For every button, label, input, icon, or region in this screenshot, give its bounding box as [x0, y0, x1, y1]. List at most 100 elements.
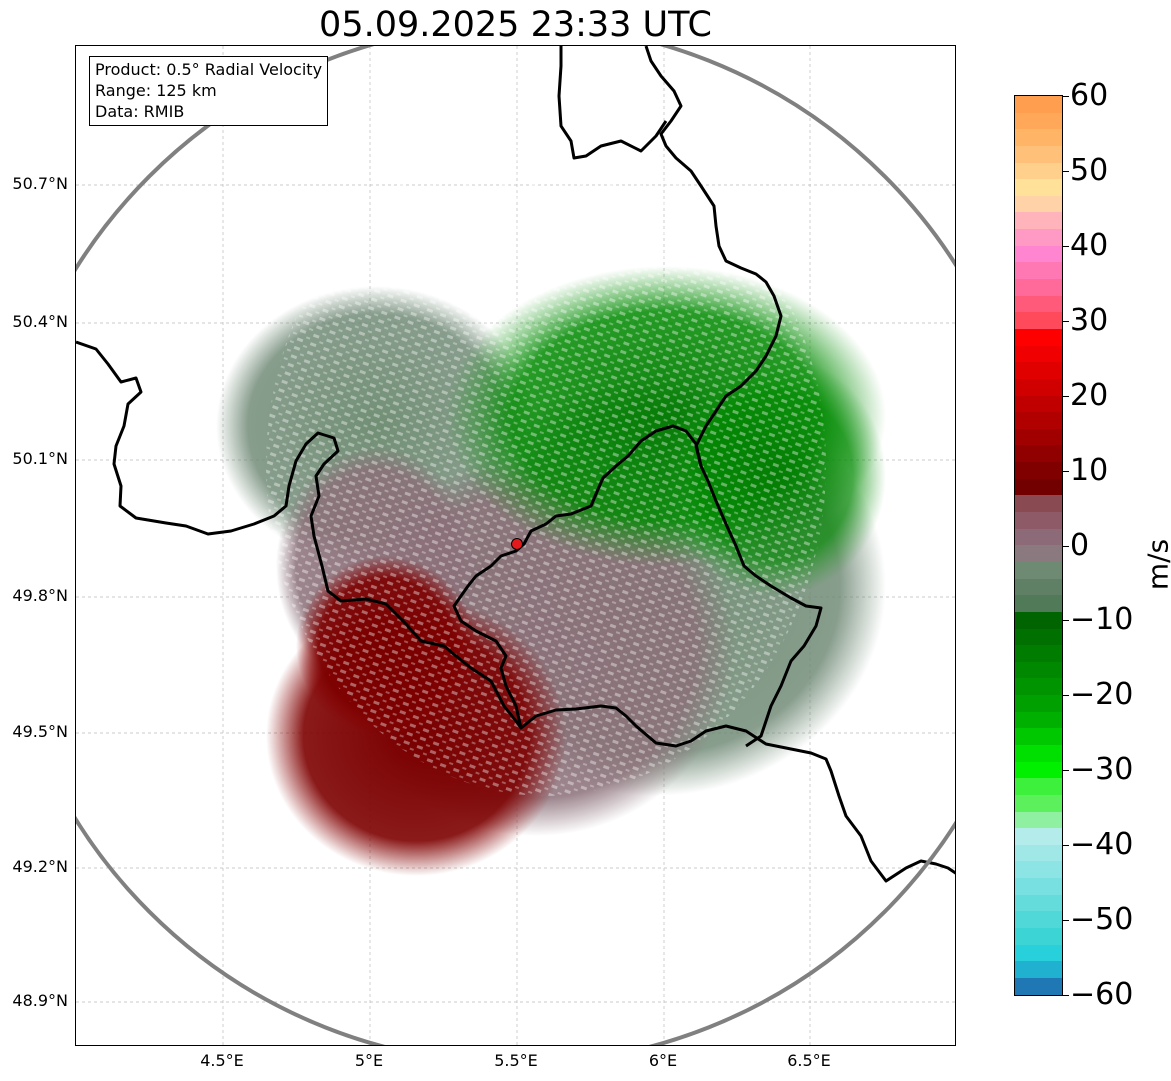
- colorbar-segment: [1015, 195, 1062, 213]
- colorbar-tick-label: −20: [1070, 677, 1134, 713]
- colorbar-tick-label: 30: [1070, 302, 1109, 338]
- colorbar-segment: [1015, 977, 1062, 995]
- colorbar-segment: [1015, 112, 1062, 130]
- colorbar-tick: [1062, 545, 1069, 547]
- colorbar-segment: [1015, 545, 1062, 562]
- colorbar-tick-label: 10: [1070, 452, 1109, 488]
- colorbar-segment: [1015, 728, 1062, 745]
- colorbar-tick-label: −60: [1070, 977, 1134, 1012]
- colorbar-segment: [1015, 894, 1062, 912]
- radar-site-marker: [511, 538, 523, 550]
- colorbar-segment: [1015, 778, 1062, 795]
- product-info-box: Product: 0.5° Radial Velocity Range: 125…: [89, 56, 329, 126]
- range-label: Range: 125 km: [95, 81, 217, 100]
- colorbar-segment: [1015, 794, 1062, 812]
- lat-tick-label: 49.5°N: [12, 722, 68, 741]
- colorbar-tick-label: 60: [1070, 78, 1109, 113]
- colorbar-tick: [1062, 170, 1069, 172]
- colorbar-segment: [1015, 445, 1062, 463]
- colorbar-segment: [1015, 262, 1062, 280]
- colorbar-segment: [1015, 645, 1062, 662]
- colorbar-segment: [1015, 661, 1062, 679]
- colorbar-segment: [1015, 761, 1062, 779]
- colorbar-segment: [1015, 911, 1062, 929]
- lon-tick-label: 6.5°E: [787, 1051, 831, 1070]
- colorbar-segment: [1015, 462, 1062, 479]
- colorbar-segment: [1015, 378, 1062, 396]
- colorbar-segment: [1015, 428, 1062, 446]
- colorbar-segment: [1015, 295, 1062, 313]
- product-label: Product: 0.5° Radial Velocity: [95, 60, 323, 79]
- lon-tick-label: 5°E: [354, 1051, 384, 1070]
- colorbar-tick-label: −40: [1070, 827, 1134, 863]
- colorbar-segment: [1015, 828, 1062, 845]
- colorbar-segment: [1015, 695, 1062, 712]
- colorbar-tick: [1062, 245, 1069, 247]
- colorbar-tick: [1062, 695, 1069, 697]
- colorbar-segment: [1015, 528, 1062, 546]
- lat-tick-label: 50.1°N: [12, 449, 68, 468]
- colorbar-segment: [1015, 578, 1062, 596]
- lat-tick-label: 49.8°N: [12, 586, 68, 605]
- colorbar-segment: [1015, 328, 1062, 346]
- colorbar-tick: [1062, 995, 1069, 996]
- colorbar-unit-label: m/s: [1141, 538, 1171, 591]
- colorbar-tick-label: 0: [1070, 527, 1090, 563]
- colorbar-segment: [1015, 961, 1062, 978]
- colorbar-tick-label: 20: [1070, 377, 1109, 413]
- colorbar-segment: [1015, 944, 1062, 962]
- data-source-label: Data: RMIB: [95, 102, 185, 121]
- colorbar-tick: [1062, 395, 1069, 397]
- radar-map-svg: [76, 46, 955, 1045]
- colorbar-segment: [1015, 628, 1062, 646]
- colorbar-segment: [1015, 412, 1062, 429]
- colorbar-segment: [1015, 478, 1062, 496]
- lon-tick-label: 6°E: [648, 1051, 678, 1070]
- colorbar-segment: [1015, 512, 1062, 529]
- colorbar-tick-label: −10: [1070, 602, 1134, 638]
- radar-map[interactable]: Product: 0.5° Radial Velocity Range: 125…: [75, 45, 956, 1046]
- radar-echoes: [216, 136, 886, 876]
- colorbar-tick: [1062, 845, 1069, 847]
- colorbar-tick: [1062, 470, 1069, 472]
- colorbar-segment: [1015, 395, 1062, 413]
- velocity-colorbar: [1014, 95, 1063, 996]
- colorbar-segment: [1015, 595, 1062, 612]
- country-borders: [76, 46, 955, 883]
- colorbar-segment: [1015, 861, 1062, 879]
- colorbar-segment: [1015, 711, 1062, 729]
- colorbar-segment: [1015, 495, 1062, 513]
- colorbar-segment: [1015, 878, 1062, 895]
- colorbar-tick-label: −30: [1070, 752, 1134, 788]
- colorbar-segment: [1015, 129, 1062, 146]
- colorbar-segment: [1015, 928, 1062, 945]
- colorbar-segment: [1015, 744, 1062, 762]
- lat-tick-label: 50.7°N: [12, 174, 68, 193]
- colorbar-tick: [1062, 320, 1069, 322]
- colorbar-segment: [1015, 245, 1062, 263]
- chart-title: 05.09.2025 23:33 UTC: [319, 5, 712, 45]
- colorbar-tick: [1062, 920, 1069, 922]
- lat-tick-label: 50.4°N: [12, 312, 68, 331]
- colorbar-tick: [1062, 770, 1069, 772]
- colorbar-segment: [1015, 145, 1062, 163]
- colorbar-segment: [1015, 229, 1062, 246]
- colorbar-segment: [1015, 844, 1062, 862]
- colorbar-tick-label: 40: [1070, 227, 1109, 263]
- lat-tick-label: 49.2°N: [12, 857, 68, 876]
- colorbar-tick-label: −50: [1070, 902, 1134, 938]
- lon-tick-label: 4.5°E: [200, 1051, 244, 1070]
- colorbar-segment: [1015, 811, 1062, 829]
- colorbar-segment: [1015, 96, 1062, 113]
- colorbar-tick: [1062, 620, 1069, 622]
- colorbar-segment: [1015, 561, 1062, 579]
- lat-tick-label: 48.9°N: [12, 991, 68, 1010]
- colorbar-tick: [1062, 96, 1069, 97]
- colorbar-segment: [1015, 212, 1062, 230]
- colorbar-segment: [1015, 162, 1062, 180]
- colorbar-segment: [1015, 345, 1062, 363]
- colorbar-segment: [1015, 279, 1062, 296]
- colorbar-segment: [1015, 678, 1062, 696]
- colorbar-tick-label: 50: [1070, 152, 1109, 188]
- colorbar-segment: [1015, 179, 1062, 196]
